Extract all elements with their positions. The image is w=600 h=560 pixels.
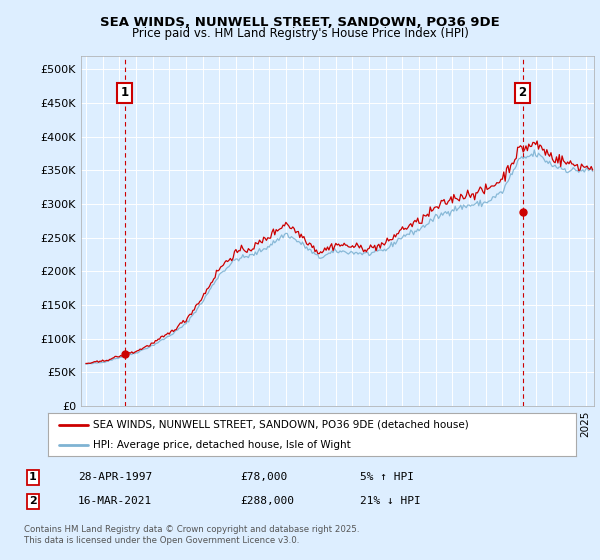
Text: 2: 2 [518,86,527,99]
Text: 5% ↑ HPI: 5% ↑ HPI [360,472,414,482]
Text: 28-APR-1997: 28-APR-1997 [78,472,152,482]
Text: SEA WINDS, NUNWELL STREET, SANDOWN, PO36 9DE: SEA WINDS, NUNWELL STREET, SANDOWN, PO36… [100,16,500,29]
Text: 1: 1 [29,472,37,482]
Text: HPI: Average price, detached house, Isle of Wight: HPI: Average price, detached house, Isle… [93,440,350,450]
Text: £78,000: £78,000 [240,472,287,482]
Text: Contains HM Land Registry data © Crown copyright and database right 2025.
This d: Contains HM Land Registry data © Crown c… [24,525,359,545]
Text: 1: 1 [121,86,129,99]
Text: 2: 2 [29,496,37,506]
Text: 21% ↓ HPI: 21% ↓ HPI [360,496,421,506]
Text: SEA WINDS, NUNWELL STREET, SANDOWN, PO36 9DE (detached house): SEA WINDS, NUNWELL STREET, SANDOWN, PO36… [93,419,469,430]
Text: £288,000: £288,000 [240,496,294,506]
Text: Price paid vs. HM Land Registry's House Price Index (HPI): Price paid vs. HM Land Registry's House … [131,27,469,40]
Text: 16-MAR-2021: 16-MAR-2021 [78,496,152,506]
